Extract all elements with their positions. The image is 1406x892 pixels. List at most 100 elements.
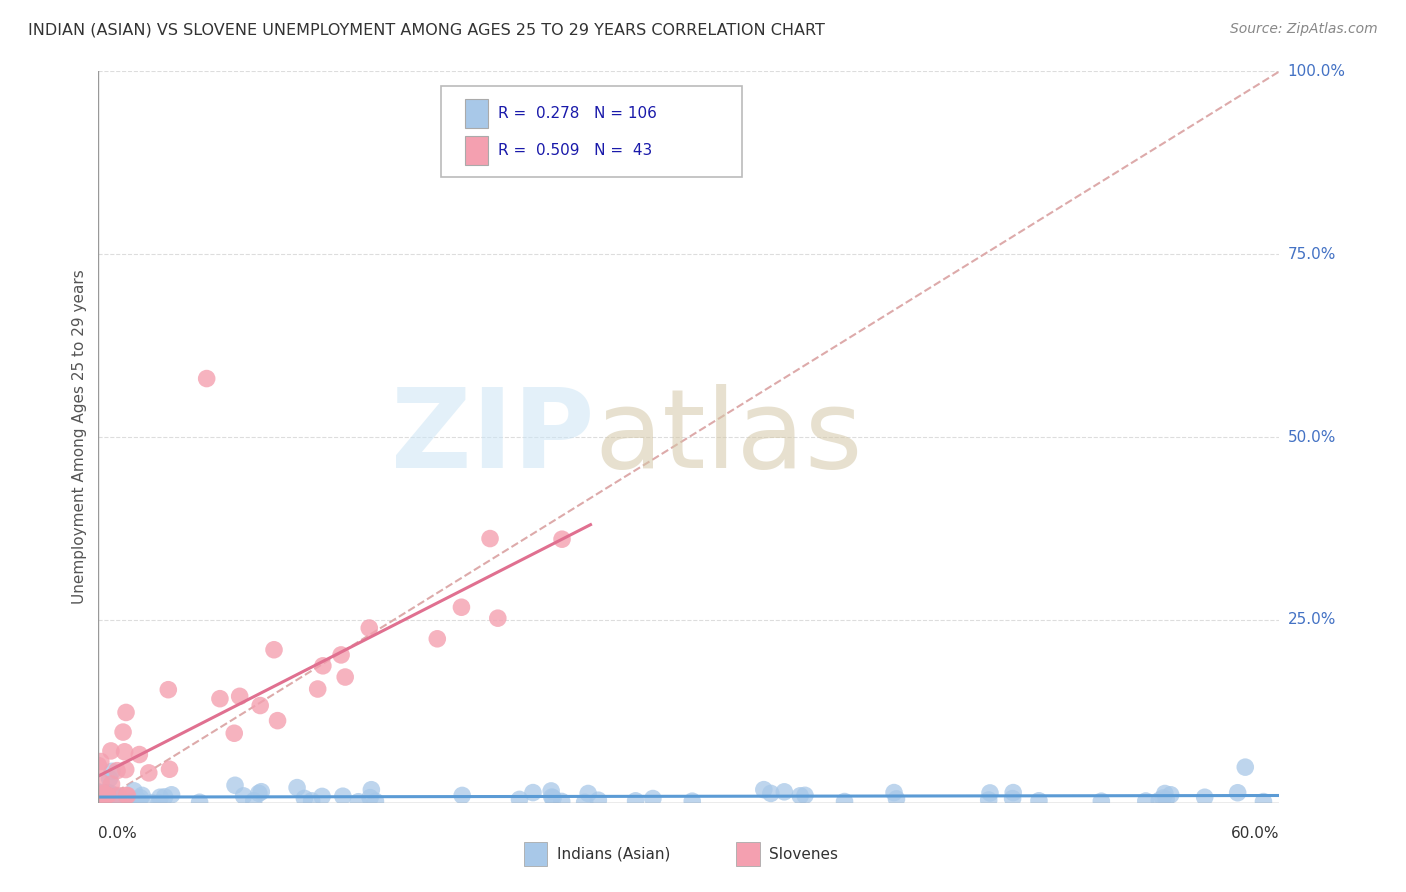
Point — [576, 787, 599, 801]
Point — [301, 794, 323, 808]
Bar — [464, 136, 488, 165]
Point — [90, 755, 112, 769]
Point — [1153, 787, 1175, 801]
Point — [307, 681, 329, 696]
Point — [87, 789, 110, 803]
Point — [1226, 786, 1249, 800]
Point — [105, 764, 128, 778]
Point — [97, 786, 120, 800]
Point — [93, 788, 115, 802]
FancyBboxPatch shape — [441, 86, 742, 178]
Y-axis label: Unemployment Among Ages 25 to 29 years: Unemployment Among Ages 25 to 29 years — [72, 269, 87, 605]
Point — [89, 789, 111, 804]
Point — [311, 789, 333, 804]
Point — [90, 794, 112, 808]
Point — [100, 744, 122, 758]
Point — [451, 789, 474, 803]
Point — [131, 789, 153, 803]
Point — [540, 790, 562, 805]
Point — [100, 777, 122, 791]
Point — [188, 795, 211, 809]
Point — [112, 725, 135, 739]
Point — [114, 763, 136, 777]
Point — [105, 792, 128, 806]
Point — [263, 642, 285, 657]
Point — [87, 793, 110, 807]
Text: 50.0%: 50.0% — [1288, 430, 1336, 444]
Point — [247, 786, 270, 800]
Point — [347, 795, 370, 809]
Text: 0.0%: 0.0% — [98, 826, 138, 841]
Point — [129, 790, 152, 805]
Point — [1194, 790, 1216, 805]
Point — [94, 786, 117, 800]
Point — [1253, 795, 1275, 809]
Point — [87, 789, 110, 803]
Point — [1002, 786, 1025, 800]
Point — [332, 789, 354, 804]
Point — [752, 782, 775, 797]
Point — [551, 532, 574, 546]
Point — [1135, 794, 1157, 808]
Bar — [737, 842, 759, 866]
Point — [128, 747, 150, 762]
Point — [100, 787, 122, 801]
Text: ZIP: ZIP — [391, 384, 595, 491]
Point — [107, 789, 129, 803]
Point — [115, 706, 138, 720]
Point — [789, 789, 811, 803]
Point — [97, 786, 120, 800]
Point — [522, 786, 544, 800]
Point — [87, 788, 110, 802]
Point — [149, 790, 172, 805]
Text: R =  0.509   N =  43: R = 0.509 N = 43 — [498, 143, 652, 158]
Point — [208, 691, 231, 706]
Point — [107, 795, 129, 809]
Bar — [523, 842, 547, 866]
Point — [312, 658, 335, 673]
Point — [96, 789, 118, 803]
Point — [125, 793, 148, 807]
Point — [94, 789, 117, 804]
Point — [540, 784, 562, 798]
Point — [834, 795, 856, 809]
Point — [96, 789, 118, 803]
Point — [360, 782, 382, 797]
Point — [359, 621, 381, 635]
Point — [153, 789, 176, 804]
Point — [114, 745, 136, 759]
Point — [450, 600, 472, 615]
Point — [1160, 788, 1182, 802]
Text: Source: ZipAtlas.com: Source: ZipAtlas.com — [1230, 22, 1378, 37]
Point — [96, 789, 118, 803]
Point — [89, 790, 111, 805]
Point — [250, 785, 273, 799]
Point — [90, 775, 112, 789]
Point — [115, 789, 138, 803]
Point — [89, 789, 111, 803]
Point — [508, 792, 530, 806]
Point — [228, 690, 250, 704]
Point — [104, 789, 127, 803]
Point — [93, 786, 115, 800]
Point — [98, 772, 121, 786]
Point — [624, 794, 647, 808]
Point — [117, 789, 139, 803]
Point — [681, 794, 703, 808]
Point — [886, 792, 908, 806]
Point — [105, 795, 128, 809]
Point — [249, 698, 271, 713]
Point — [148, 796, 170, 810]
Point — [90, 791, 112, 805]
Point — [89, 789, 111, 803]
Point — [90, 796, 112, 810]
Point — [195, 371, 218, 385]
Point — [94, 791, 117, 805]
Point — [87, 792, 110, 806]
Point — [426, 632, 449, 646]
Point — [1152, 791, 1174, 805]
Point — [87, 786, 110, 800]
Point — [641, 791, 664, 805]
Point — [759, 786, 782, 800]
Point — [87, 796, 110, 810]
